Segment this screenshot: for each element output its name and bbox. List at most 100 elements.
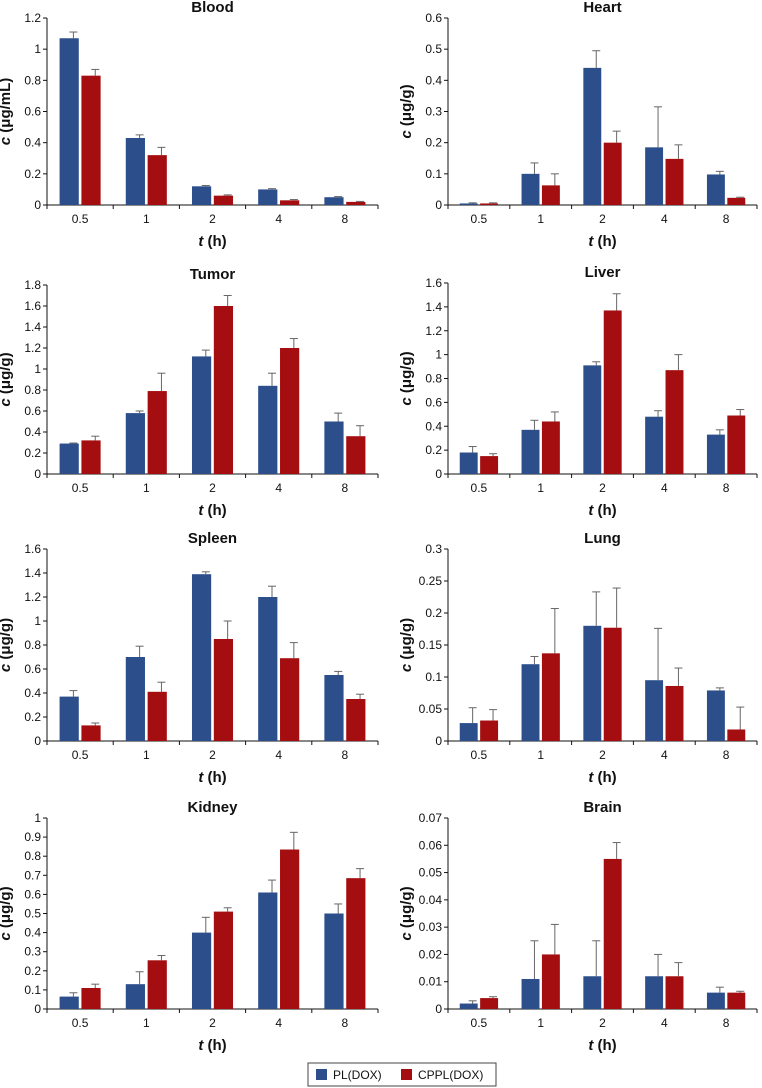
- y-axis-label: c (μg/g): [0, 886, 14, 940]
- chart-title: Lung: [584, 530, 621, 547]
- x-axis-unit: (h): [598, 1037, 617, 1054]
- y-axis-label: c (μg/g): [398, 618, 415, 672]
- bar-pl: [645, 147, 664, 205]
- bar-pl: [125, 657, 145, 741]
- legend-label-cppl: CPPL(DOX): [418, 1068, 483, 1082]
- x-axis-label: t (h): [588, 502, 616, 519]
- bar-pl: [258, 189, 278, 205]
- bar-cppl: [280, 348, 300, 474]
- y-tick-label: 0.1: [425, 670, 442, 684]
- y-tick-label: 0: [435, 467, 442, 481]
- x-axis-label: t (h): [588, 233, 616, 250]
- bar-cppl: [603, 310, 622, 474]
- y-tick-label: 0.15: [419, 638, 443, 652]
- bar-cppl: [665, 158, 684, 205]
- y-tick-label: 1.2: [24, 590, 41, 604]
- x-axis-unit: (h): [208, 1037, 227, 1054]
- panel-heart: Heart 0 0.1 0.2 0.3 0.4 0.5 0.6 0.5 1 2 4 8 t (h) c (μ…: [398, 0, 758, 250]
- chart-title: Liver: [585, 264, 621, 281]
- x-tick-label: 0.5: [72, 748, 89, 762]
- bar-pl: [59, 696, 79, 741]
- x-tick-label: 1: [143, 212, 150, 226]
- panel-lung: Lung 0 0.05 0.1 0.15 0.2 0.25 0.3 0.5 1 2 4 8 t (h) c …: [398, 530, 758, 786]
- x-tick-label: 8: [342, 1016, 349, 1030]
- x-axis-unit: (h): [208, 502, 227, 519]
- x-tick-label: 4: [275, 481, 282, 495]
- bar-cppl: [603, 627, 622, 741]
- y-tick-label: 1.8: [24, 278, 41, 292]
- x-axis-label: t (h): [588, 769, 616, 786]
- y-tick-label: 0.3: [425, 542, 442, 556]
- bar-cppl: [665, 976, 684, 1009]
- bar-cppl: [541, 954, 560, 1009]
- bar-cppl: [81, 75, 101, 206]
- bar-pl: [706, 992, 725, 1009]
- bar-cppl: [603, 142, 622, 205]
- x-tick-label: 1: [537, 1016, 544, 1030]
- bar-pl: [191, 932, 212, 1009]
- y-tick-label: 0.05: [419, 702, 443, 716]
- bar-cppl: [541, 653, 560, 741]
- y-tick-label: 0.02: [419, 947, 443, 961]
- y-tick-label: 0: [34, 467, 41, 481]
- y-tick-label: 0.9: [24, 830, 41, 844]
- x-axis-label: t (h): [198, 769, 226, 786]
- panel-liver: Liver 0 0.2 0.4 0.6 0.8 1 1.2 1.4 1.6 0.5 1 2 4 8 t (h)…: [398, 264, 758, 519]
- y-tick-label: 0.4: [425, 73, 442, 87]
- y-axis-var: c: [0, 932, 14, 941]
- y-tick-label: 0.8: [425, 372, 442, 386]
- bar-cppl: [81, 725, 101, 741]
- x-tick-label: 2: [209, 1016, 216, 1030]
- y-tick-label: 1.2: [24, 11, 41, 25]
- y-tick-label: 0.3: [24, 945, 41, 959]
- y-axis-label: c (μg/g): [0, 618, 14, 672]
- y-tick-label: 0.4: [24, 686, 41, 700]
- y-tick-label: 0: [435, 734, 442, 748]
- bar-cppl: [346, 878, 366, 1009]
- x-tick-label: 8: [342, 212, 349, 226]
- x-tick-label: 4: [661, 212, 668, 226]
- y-tick-label: 0.2: [24, 710, 41, 724]
- y-tick-label: 1.6: [24, 299, 41, 313]
- y-tick-label: 0.8: [24, 383, 41, 397]
- bar-pl: [706, 690, 725, 741]
- x-tick-label: 0.5: [471, 1016, 488, 1030]
- y-axis-label: c (μg/g): [398, 886, 415, 940]
- y-tick-label: 1: [34, 42, 41, 56]
- bar-pl: [459, 203, 478, 205]
- y-tick-label: 0.2: [425, 606, 442, 620]
- panel-brain: Brain 0 0.01 0.02 0.03 0.04 0.05 0.06 0.07 0.5 1 2 4…: [398, 799, 758, 1054]
- bar-cppl: [81, 440, 101, 474]
- y-tick-label: 1: [34, 614, 41, 628]
- y-axis-label: c (μg/g): [0, 352, 14, 406]
- y-tick-label: 0.01: [419, 975, 443, 989]
- y-tick-label: 1.2: [24, 341, 41, 355]
- y-tick-label: 0.2: [24, 446, 41, 460]
- y-tick-label: 0.2: [24, 964, 41, 978]
- bar-pl: [521, 664, 540, 741]
- y-tick-label: 0.5: [24, 907, 41, 921]
- bar-cppl: [541, 421, 560, 474]
- bar-pl: [324, 913, 344, 1009]
- bar-pl: [324, 675, 344, 741]
- x-tick-label: 4: [275, 1016, 282, 1030]
- x-tick-label: 4: [275, 748, 282, 762]
- y-axis-var: c: [398, 663, 415, 672]
- x-tick-label: 1: [143, 748, 150, 762]
- x-axis-unit: (h): [208, 233, 227, 250]
- x-axis-var: t: [198, 502, 204, 519]
- x-tick-label: 2: [209, 212, 216, 226]
- x-tick-label: 8: [723, 481, 730, 495]
- y-tick-label: 0.6: [24, 404, 41, 418]
- bar-pl: [583, 365, 602, 474]
- legend-label-pl: PL(DOX): [333, 1068, 382, 1082]
- y-tick-label: 0.3: [425, 105, 442, 119]
- x-axis-var: t: [198, 769, 204, 786]
- y-axis-unit: (μg/g): [0, 886, 14, 928]
- bar-pl: [324, 421, 344, 474]
- x-tick-label: 2: [599, 481, 606, 495]
- y-tick-label: 0.8: [24, 849, 41, 863]
- chart-title: Tumor: [190, 266, 236, 283]
- bar-cppl: [147, 691, 167, 741]
- bar-cppl: [213, 639, 234, 741]
